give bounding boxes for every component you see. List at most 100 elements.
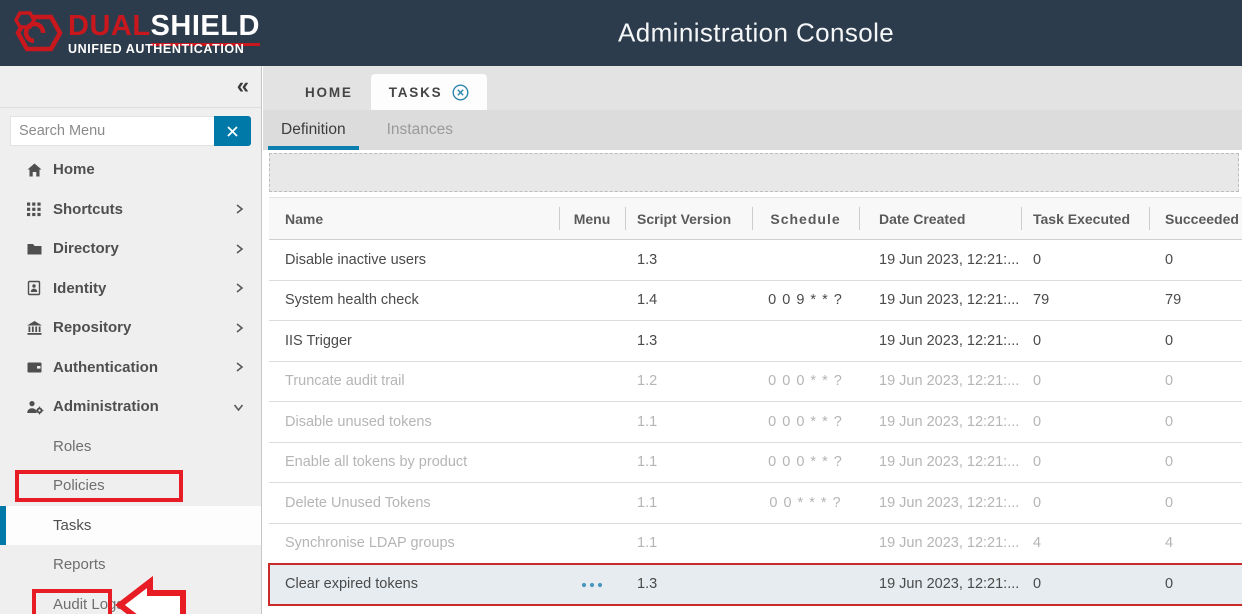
subtab-definition[interactable]: Definition (268, 110, 359, 150)
home-icon (26, 162, 46, 178)
sidebar-item-directory[interactable]: Directory (0, 229, 261, 269)
close-tab-icon[interactable] (452, 83, 469, 101)
cell-name: Delete Unused Tokens (269, 483, 559, 524)
sidebar-item-shortcuts[interactable]: Shortcuts (0, 190, 261, 230)
dualshield-logo: DUALSHIELD UNIFIED AUTHENTICATION (0, 9, 260, 57)
cell-sched: 0 0 0 * * ? (752, 402, 859, 443)
cell-sched (752, 564, 859, 605)
chevron-right-icon (233, 322, 245, 334)
sidebar-item-repository[interactable]: Repository (0, 308, 261, 348)
chevron-right-icon (233, 203, 245, 215)
chevron-right-icon (233, 243, 245, 255)
logo-tagline: UNIFIED AUTHENTICATION (68, 41, 245, 56)
table-row-synchronise-ldap-groups[interactable]: Synchronise LDAP groups 1.1 19 Jun 2023, 1… (269, 524, 1242, 564)
sidebar-item-tasks[interactable]: Tasks (0, 505, 261, 545)
close-icon (227, 125, 238, 137)
cell-exec: 4 (1021, 524, 1149, 564)
cell-succ: 0 (1149, 483, 1242, 524)
cell-menu (559, 281, 625, 321)
sidebar-item-administration[interactable]: Administration (0, 387, 261, 427)
table-header-row: Name Menu Script Version Schedule Date Creat… (269, 197, 1242, 240)
cell-menu (559, 524, 625, 564)
cell-script: 1.3 (625, 240, 752, 281)
cell-name: Synchronise LDAP groups (269, 524, 559, 564)
column-header-script-version[interactable]: Script Version (625, 197, 752, 240)
subtab-label: Definition (281, 121, 346, 138)
column-header-menu[interactable]: Menu (559, 197, 625, 240)
chevron-right-icon (233, 282, 245, 294)
sidebar-item-identity[interactable]: Identity (0, 269, 261, 309)
cell-succ: 0 (1149, 443, 1242, 483)
cell-succ: 0 (1149, 362, 1242, 402)
subtab-label: Instances (386, 121, 453, 138)
sidebar-item-label: Shortcuts (53, 200, 124, 218)
table-row-iis-trigger[interactable]: IIS Trigger 1.3 19 Jun 2023, 12:21:... 0 0 (269, 321, 1242, 362)
id-card-icon (26, 280, 46, 296)
search-input[interactable] (10, 116, 214, 146)
column-header-date-created[interactable]: Date Created (859, 197, 1021, 240)
sidebar-item-label: Roles (53, 437, 92, 455)
sidebar-item-roles[interactable]: Roles (0, 427, 261, 467)
sidebar-menu: Home Shortcuts Directory Identity Repository… (0, 150, 261, 614)
cell-date: 19 Jun 2023, 12:21:... (859, 483, 1021, 524)
ellipsis-menu-icon[interactable] (581, 576, 603, 592)
admin-user-gear-icon (26, 399, 46, 415)
sidebar-item-audit-logs[interactable]: Audit Logs (0, 585, 261, 614)
table-row-truncate-audit-trail[interactable]: Truncate audit trail 1.2 0 0 0 * * ? 19 Jun… (269, 362, 1242, 402)
cell-date: 19 Jun 2023, 12:21:... (859, 281, 1021, 321)
cell-succ: 0 (1149, 240, 1242, 281)
cell-sched: 0 0 9 * * ? (752, 281, 859, 321)
page-title: Administration Console (618, 17, 895, 48)
empty-toolbar-area (269, 153, 1239, 192)
app-header: DUALSHIELD UNIFIED AUTHENTICATION Admini… (0, 0, 1242, 66)
sidebar-item-label: Directory (53, 240, 119, 258)
cell-script: 1.1 (625, 443, 752, 483)
column-header-task-executed[interactable]: Task Executed (1021, 197, 1149, 240)
table-row-clear-expired-tokens[interactable]: Clear expired tokens 1.3 19 Jun 2023, 12:2… (268, 563, 1242, 606)
cell-sched: 0 0 0 * * ? (752, 443, 859, 483)
table-row-system-health-check[interactable]: System health check 1.4 0 0 9 * * ? 19 Jun … (269, 281, 1242, 321)
sidebar-item-label: Audit Logs (53, 595, 124, 613)
cell-script: 1.1 (625, 402, 752, 443)
sidebar-item-policies[interactable]: Policies (0, 466, 261, 506)
cell-name: Disable unused tokens (269, 402, 559, 443)
subtab-bar: Definition Instances (263, 110, 1242, 150)
table-row-delete-unused-tokens[interactable]: Delete Unused Tokens 1.1 0 0 * * * ? 19 Jun… (269, 483, 1242, 524)
cell-succ: 79 (1149, 281, 1242, 321)
column-header-schedule[interactable]: Schedule (752, 197, 859, 240)
table-row-enable-all-tokens-by-product[interactable]: Enable all tokens by product 1.1 0 0 0 * *… (269, 443, 1242, 483)
subtab-instances[interactable]: Instances (374, 110, 466, 150)
cell-menu (559, 362, 625, 402)
tab-label: HOME (305, 84, 353, 100)
collapse-sidebar-icon[interactable]: « (236, 73, 249, 98)
search-clear-button[interactable] (214, 116, 251, 146)
cell-succ: 0 (1149, 402, 1242, 443)
cell-exec: 0 (1021, 483, 1149, 524)
cell-date: 19 Jun 2023, 12:21:... (859, 321, 1021, 362)
table-row-disable-inactive-users[interactable]: Disable inactive users 1.3 19 Jun 2023, 12… (269, 240, 1242, 281)
table-row-disable-unused-tokens[interactable]: Disable unused tokens 1.1 0 0 0 * * ? 19 Ju… (269, 402, 1242, 443)
tab-tasks[interactable]: TASKS (370, 74, 488, 110)
cell-script: 1.3 (625, 321, 752, 362)
cell-name: IIS Trigger (269, 321, 559, 362)
cell-exec: 0 (1021, 443, 1149, 483)
sidebar-item-label: Reports (53, 556, 106, 574)
cell-menu (559, 443, 625, 483)
sidebar-item-home[interactable]: Home (0, 150, 261, 190)
sidebar-item-label: Policies (53, 477, 105, 495)
sidebar-item-reports[interactable]: Reports (0, 545, 261, 585)
sidebar-item-authentication[interactable]: Authentication (0, 348, 261, 388)
column-header-succeeded[interactable]: Succeeded (1149, 197, 1242, 240)
cell-name: Disable inactive users (269, 240, 559, 281)
column-header-name[interactable]: Name (269, 197, 559, 240)
cell-succ: 4 (1149, 524, 1242, 564)
wallet-icon (26, 359, 46, 375)
cell-menu (559, 402, 625, 443)
sidebar: « Home Shortcuts Directory Identity Reposito… (0, 66, 262, 614)
sidebar-item-label: Administration (53, 398, 159, 416)
bank-icon (26, 320, 46, 336)
tab-home[interactable]: HOME (287, 74, 371, 110)
cell-script: 1.1 (625, 483, 752, 524)
cell-succ: 0 (1149, 321, 1242, 362)
cell-menu[interactable] (559, 564, 625, 605)
